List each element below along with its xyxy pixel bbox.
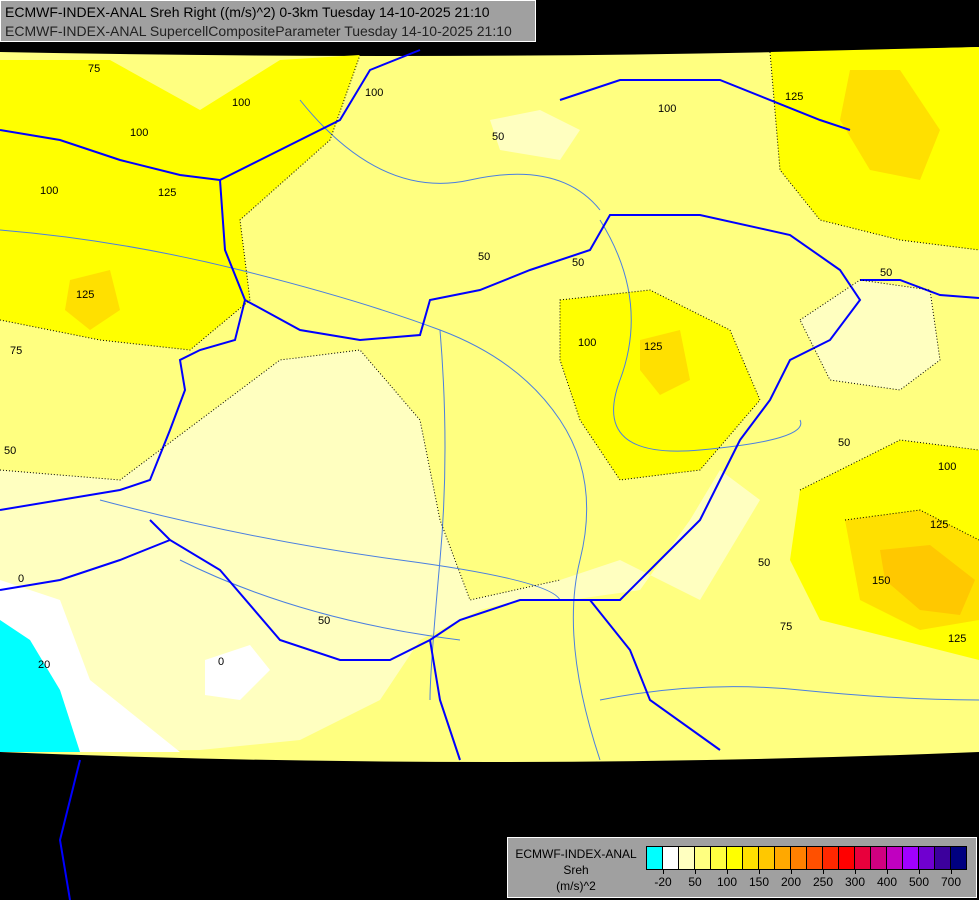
contour-label: 75	[10, 345, 22, 357]
contour-label: 50	[492, 131, 504, 143]
legend-tick	[919, 869, 920, 874]
contour-label: 100	[232, 97, 250, 109]
contour-label: 125	[76, 289, 94, 301]
legend-swatch	[647, 847, 663, 869]
contour-label: 125	[948, 633, 966, 645]
legend-swatch	[951, 847, 966, 869]
legend-tick-label: 150	[748, 875, 770, 889]
field-50-zone-east	[800, 280, 940, 390]
contour-label: 125	[644, 341, 662, 353]
legend-swatch	[775, 847, 791, 869]
field-150-zone	[880, 545, 975, 615]
legend-swatch	[663, 847, 679, 869]
legend-tick-label: 400	[876, 875, 898, 889]
contour-label: 100	[938, 461, 956, 473]
legend-parameter: Sreh	[563, 863, 589, 877]
title-line-1: ECMWF-INDEX-ANAL Sreh Right ((m/s)^2) 0-…	[5, 4, 490, 20]
legend-color-bar	[646, 846, 967, 870]
color-legend: ECMWF-INDEX-ANAL Sreh (m/s)^2 -20 50 100 15…	[507, 837, 977, 898]
legend-tick	[951, 869, 952, 874]
legend-tick-label: 300	[844, 875, 866, 889]
field-negative-zone	[0, 620, 80, 752]
legend-swatch	[695, 847, 711, 869]
contour-label: 75	[88, 63, 100, 75]
field-125-zone-1	[65, 270, 120, 330]
legend-tick	[791, 869, 792, 874]
contour-label: 100	[130, 127, 148, 139]
legend-swatch	[791, 847, 807, 869]
contour-label: 100	[578, 337, 596, 349]
legend-tick	[695, 869, 696, 874]
legend-tick	[663, 869, 664, 874]
legend-swatch	[903, 847, 919, 869]
title-box: ECMWF-INDEX-ANAL Sreh Right ((m/s)^2) 0-…	[0, 0, 536, 42]
contour-label: 100	[365, 87, 383, 99]
contour-label: 20	[38, 659, 50, 671]
rivers	[0, 99, 979, 761]
legend-model: ECMWF-INDEX-ANAL	[515, 847, 637, 861]
contour-label: 50	[318, 615, 330, 627]
contour-label: 50	[838, 437, 850, 449]
contour-label: 75	[780, 621, 792, 633]
legend-tick	[887, 869, 888, 874]
legend-swatch	[855, 847, 871, 869]
contour-label: 50	[4, 445, 16, 457]
legend-swatch	[839, 847, 855, 869]
contour-label: 50	[572, 257, 584, 269]
legend-swatch	[759, 847, 775, 869]
legend-swatch	[919, 847, 935, 869]
field-50-zone	[0, 350, 760, 752]
legend-tick-label: 500	[908, 875, 930, 889]
legend-tick-label: 50	[688, 875, 702, 889]
contour-label: 0	[18, 573, 24, 585]
legend-tick-label: 700	[940, 875, 962, 889]
legend-swatch	[743, 847, 759, 869]
contour-label: 125	[785, 91, 803, 103]
legend-swatch	[823, 847, 839, 869]
legend-tick	[823, 869, 824, 874]
legend-swatch	[871, 847, 887, 869]
field-0-zone-2	[205, 645, 270, 700]
legend-tick-label: 200	[780, 875, 802, 889]
legend-unit: (m/s)^2	[556, 879, 596, 893]
legend-tick	[759, 869, 760, 874]
legend-swatch	[727, 847, 743, 869]
contour-label: 50	[478, 251, 490, 263]
contour-labels: 75 100 100 125 100 125 75 50 100 50 50 1…	[4, 63, 966, 671]
legend-swatch	[711, 847, 727, 869]
legend-swatch	[679, 847, 695, 869]
field-125-zone-2	[840, 70, 940, 180]
contour-label: 125	[158, 187, 176, 199]
legend-tick	[855, 869, 856, 874]
contour-label: 100	[658, 103, 676, 115]
title-line-2: ECMWF-INDEX-ANAL SupercellCompositeParam…	[5, 23, 512, 39]
country-borders	[0, 49, 979, 900]
legend-tick-label: -20	[654, 875, 672, 889]
contour-label: 125	[930, 519, 948, 531]
field-50-zone-north	[490, 110, 580, 160]
legend-swatch	[887, 847, 903, 869]
legend-swatch	[935, 847, 951, 869]
legend-swatch	[807, 847, 823, 869]
contour-label: 0	[218, 656, 224, 668]
contour-label: 100	[40, 185, 58, 197]
contour-label: 50	[758, 557, 770, 569]
contour-label: 50	[880, 267, 892, 279]
legend-tick-label: 250	[812, 875, 834, 889]
legend-tick-label: 100	[716, 875, 738, 889]
field-125-zone-3	[640, 330, 690, 395]
legend-tick	[727, 869, 728, 874]
contour-lines	[0, 51, 979, 601]
contour-label: 150	[872, 575, 890, 587]
legend-caption: ECMWF-INDEX-ANAL Sreh (m/s)^2	[512, 846, 640, 894]
